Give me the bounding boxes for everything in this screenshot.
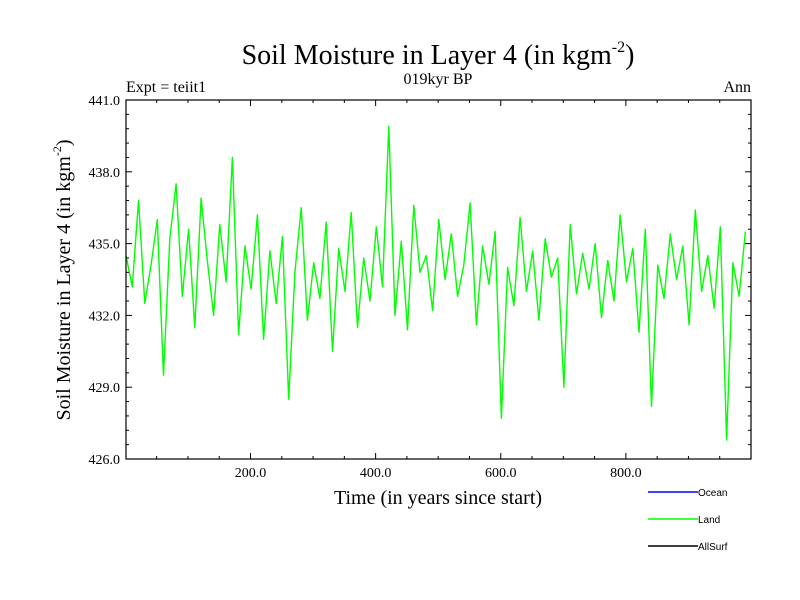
chart-title: Soil Moisture in Layer 4 (in kgm-2) [242,39,635,71]
y-tick-label: 435.0 [89,238,121,253]
y-tick-label: 429.0 [89,381,121,396]
x-tick-label: 800.0 [610,466,642,481]
y-axis: 426.0 429.0 432.0 435.0 438.0 441.0 [89,94,751,468]
y-tick-label: 432.0 [89,309,121,324]
season-label: Ann [723,79,751,96]
series-line-land [125,125,747,441]
x-tick-label: 200.0 [235,466,267,481]
chart-subtitle: 019kyr BP [404,71,473,88]
plot-lines [125,125,747,441]
experiment-label: Expt = teiit1 [126,79,206,96]
x-tick-label: 400.0 [360,466,392,481]
legend-label-allsurf: AllSurf [698,542,728,553]
y-axis-label: Soil Moisture in Layer 4 (in kgm-2) [50,139,75,420]
y-tick-label: 438.0 [89,166,121,181]
x-tick-label: 600.0 [485,466,517,481]
y-tick-label: 426.0 [89,453,121,468]
legend-label-land: Land [698,515,720,526]
legend-label-ocean: Ocean [698,488,727,499]
legend: Ocean Land AllSurf [648,488,728,553]
y-tick-label: 441.0 [89,94,121,109]
x-axis-label: Time (in years since start) [334,487,542,509]
x-axis: 200.0 400.0 600.0 800.0 [156,100,721,481]
